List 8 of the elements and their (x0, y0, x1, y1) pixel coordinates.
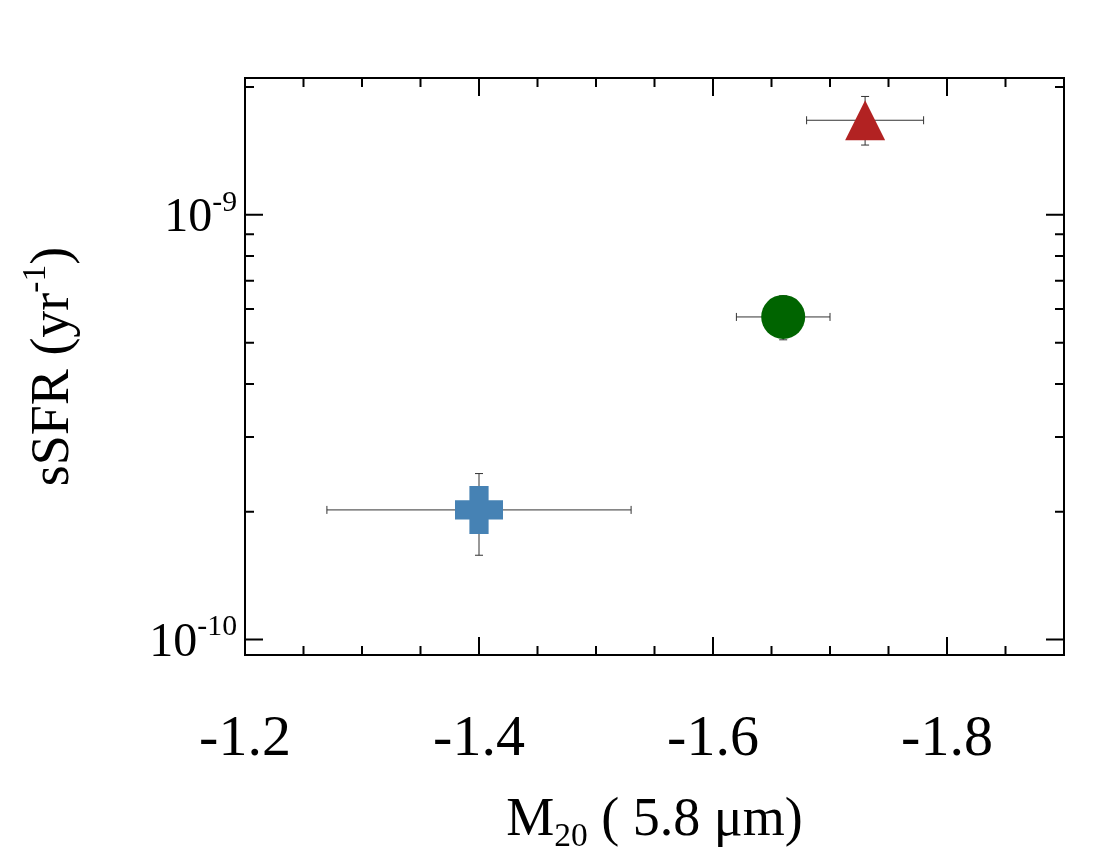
y-axis-title: sSFR (yr-1) (15, 246, 80, 487)
x-tick-label: -1.4 (433, 703, 525, 768)
x-tick-label: -1.2 (199, 703, 291, 768)
point (455, 485, 503, 534)
point (761, 294, 806, 339)
point (845, 100, 886, 141)
x-tick-label: -1.6 (667, 703, 759, 768)
x-tick-label: -1.8 (901, 703, 993, 768)
